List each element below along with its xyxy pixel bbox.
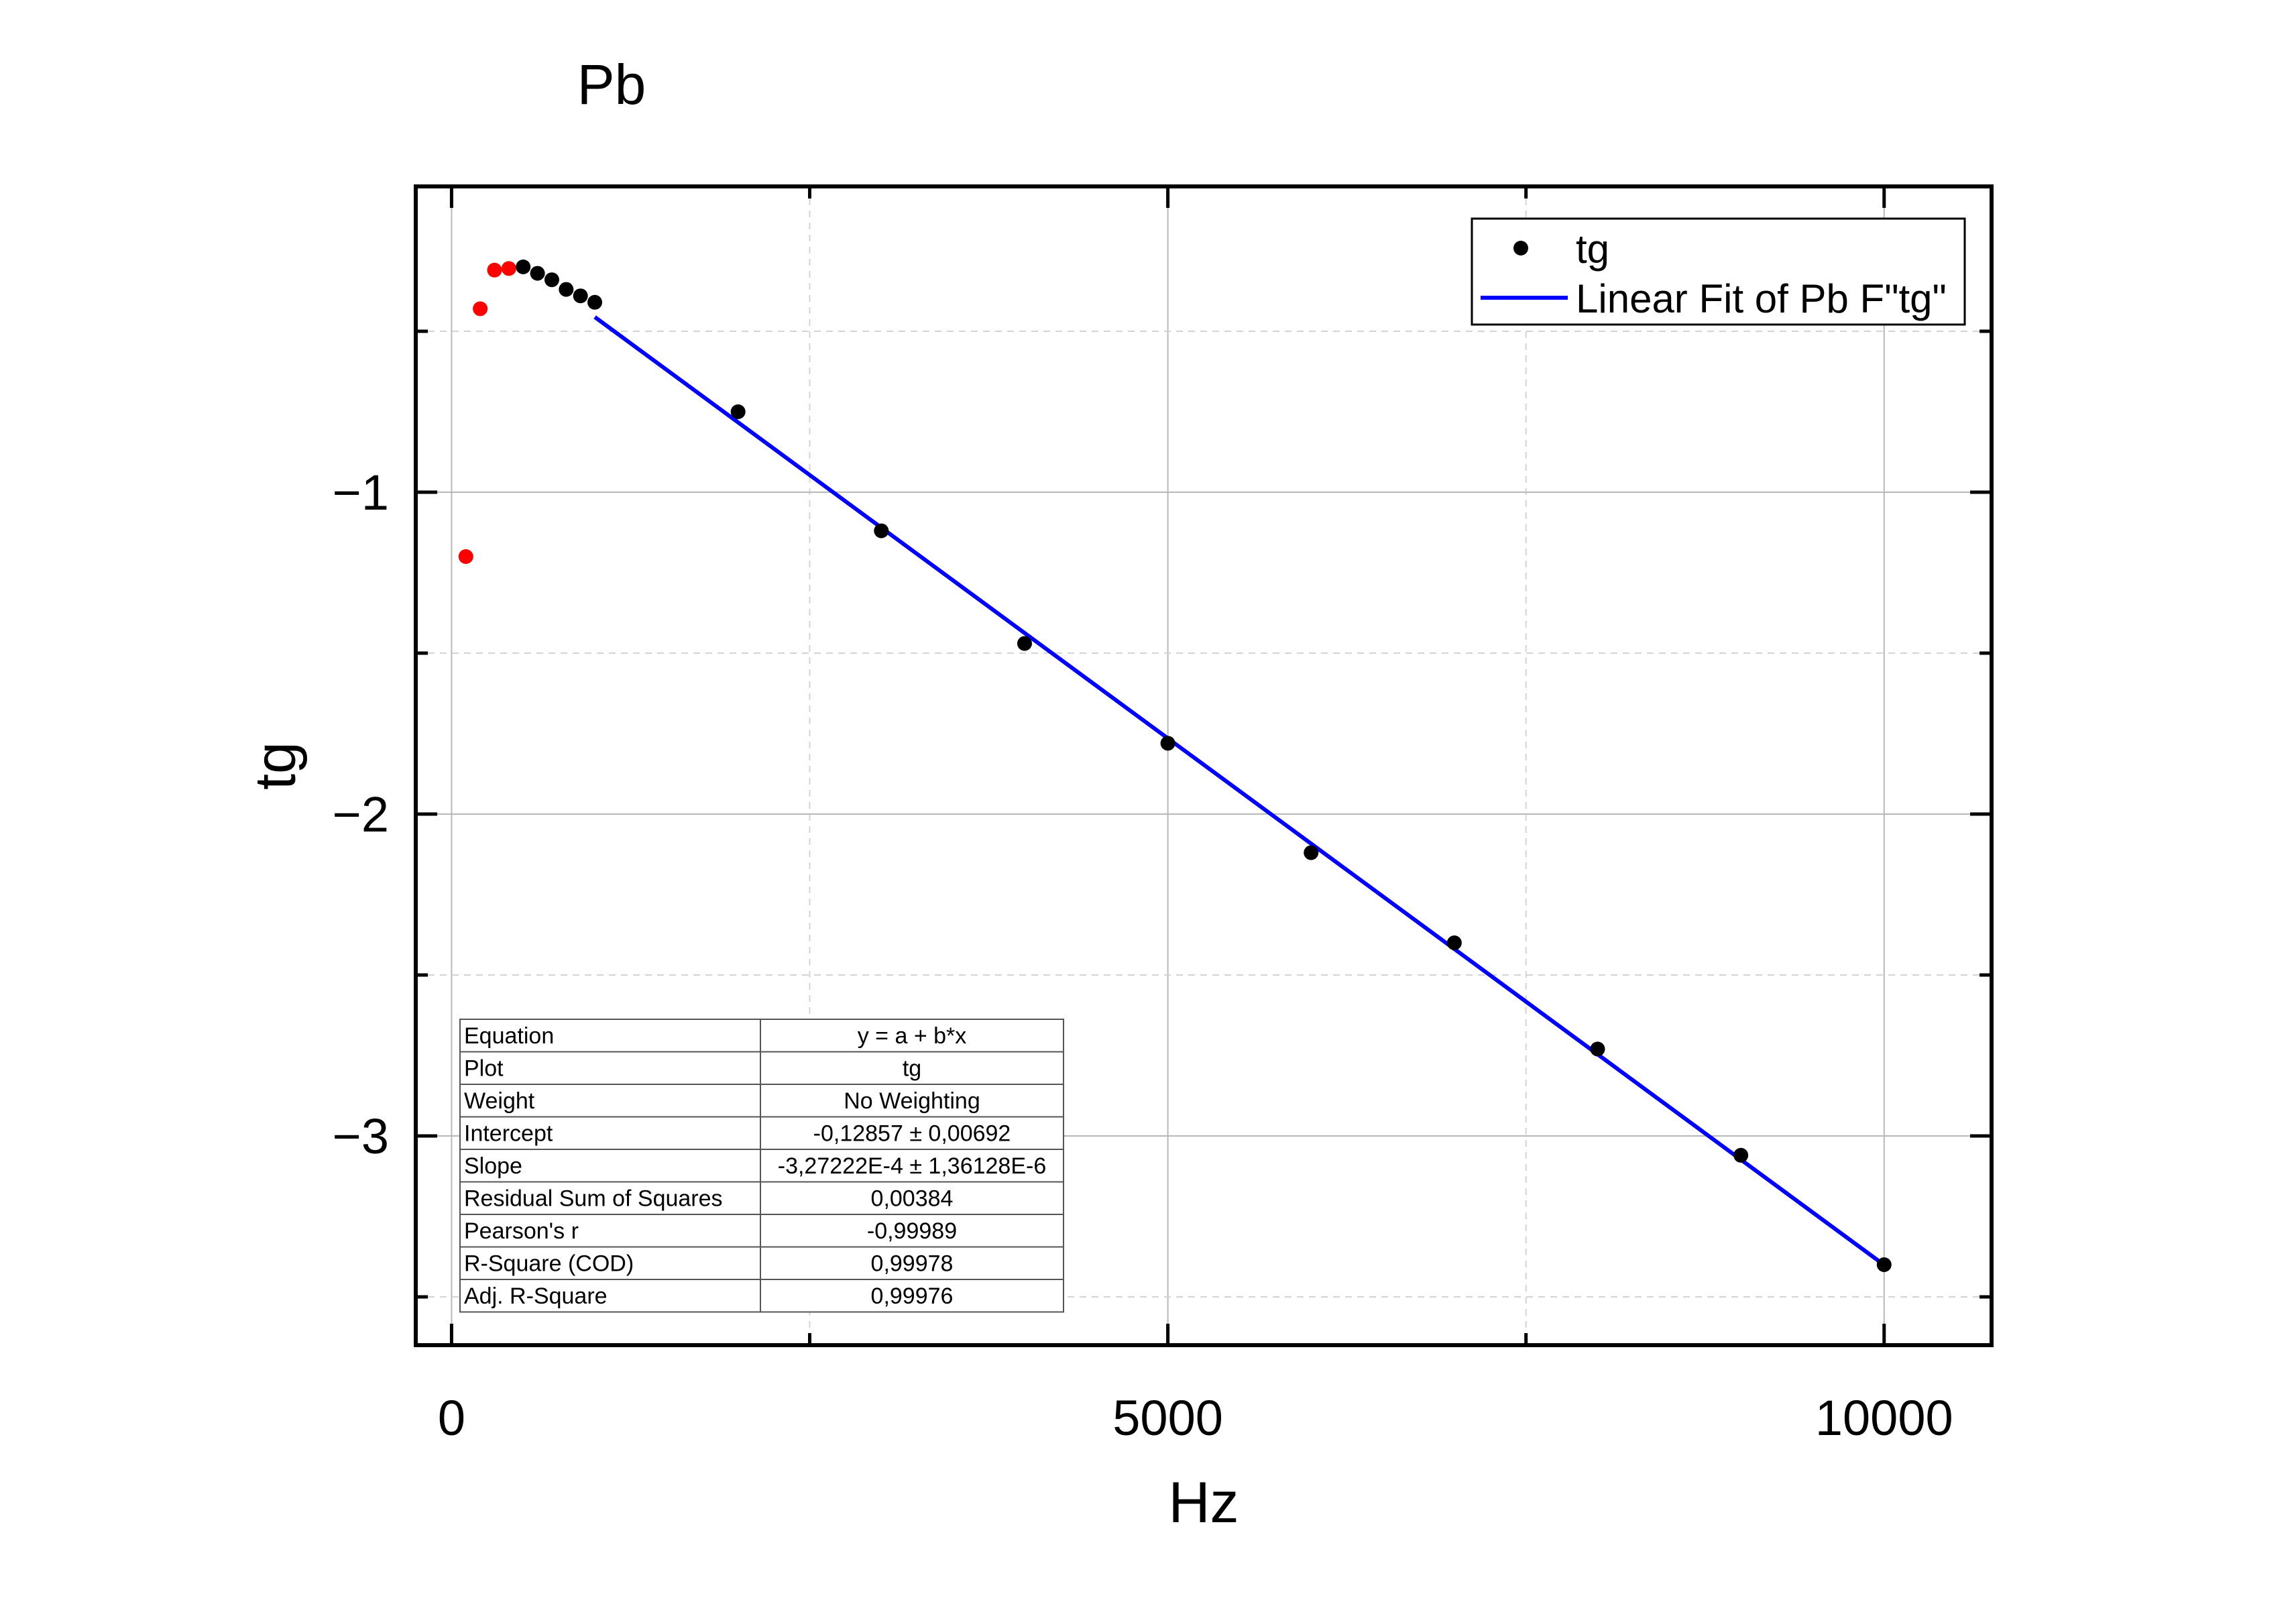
x-axis-label: Hz <box>1168 1471 1239 1535</box>
x-tick-label: 10000 <box>1815 1390 1953 1446</box>
data-point <box>530 266 545 281</box>
fit-table-value: No Weighting <box>844 1088 980 1114</box>
plot-frame <box>414 184 1994 1347</box>
fit-table-key: Intercept <box>464 1121 553 1147</box>
data-point-red <box>458 549 473 564</box>
data-point <box>730 404 746 419</box>
data-point <box>1160 736 1175 751</box>
fit-table-key: Adj. R-Square <box>464 1283 608 1309</box>
chart-title: Pb <box>577 53 646 116</box>
linear-fit-line <box>593 315 1886 1267</box>
legend-label-fit: Linear Fit of Pb F"tg" <box>1576 276 1947 321</box>
fit-table-key: Residual Sum of Squares <box>464 1186 723 1212</box>
x-tick-label: 5000 <box>1112 1390 1223 1446</box>
fit-table-key: Slope <box>464 1153 522 1179</box>
fit-table-value: 0,99978 <box>871 1251 954 1277</box>
y-tick-label: −2 <box>333 787 389 842</box>
fit-table-key: Pearson's r <box>464 1218 579 1244</box>
y-tick-label: −3 <box>333 1108 389 1164</box>
fit-table-value: y = a + b*x <box>858 1023 967 1049</box>
x-tick-label: 0 <box>438 1390 465 1446</box>
data-point <box>1446 935 1462 950</box>
data-point <box>559 282 574 297</box>
fit-table-value: tg <box>903 1056 921 1082</box>
data-point-red <box>473 301 488 317</box>
legend-marker-tg <box>1513 241 1528 255</box>
data-point <box>874 523 889 538</box>
fit-table-key: Plot <box>464 1056 504 1082</box>
fit-table-value: -0,12857 ± 0,00692 <box>813 1121 1011 1147</box>
data-point <box>544 272 559 288</box>
fit-table-value: -3,27222E-4 ± 1,36128E-6 <box>778 1153 1047 1179</box>
fit-table-value: 0,00384 <box>871 1186 954 1212</box>
legend-box <box>1471 217 1966 326</box>
fit-table-value: -0,99989 <box>867 1218 957 1244</box>
grid <box>416 186 1992 1345</box>
data-point <box>573 288 588 304</box>
fit-table-key: Weight <box>464 1088 535 1114</box>
data-points <box>458 260 1892 1272</box>
data-point <box>587 294 603 310</box>
fit-table-frame <box>459 1019 1064 1313</box>
data-point <box>1876 1257 1892 1272</box>
data-point <box>1733 1147 1749 1163</box>
data-point <box>1304 845 1319 860</box>
y-tick-label: −1 <box>333 465 389 520</box>
data-point <box>516 260 531 274</box>
fit-table-key: R-Square (COD) <box>464 1251 634 1277</box>
fit-line-layer <box>593 315 1886 1267</box>
data-point <box>1590 1041 1605 1057</box>
fit-results-table: Equation y = a + b*x Plot tg Weight No Weight… <box>459 1019 1064 1313</box>
data-point <box>1017 636 1032 651</box>
fit-table-key: Equation <box>464 1023 554 1049</box>
data-point-red <box>487 262 502 278</box>
y-axis-label: tg <box>243 742 308 790</box>
fit-table-value: 0,99976 <box>871 1283 954 1309</box>
legend-label-tg: tg <box>1576 227 1609 272</box>
axes: 0 5000 10000 −1 −2 −3 <box>333 186 1992 1446</box>
data-point-red <box>501 261 516 276</box>
